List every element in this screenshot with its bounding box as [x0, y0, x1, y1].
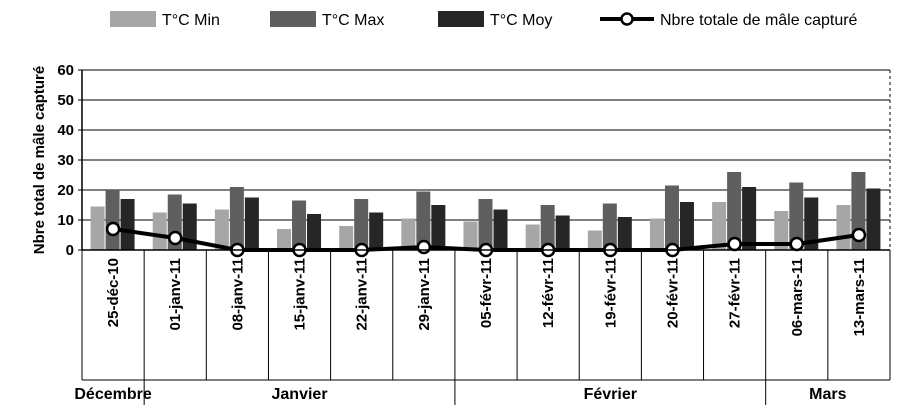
x-tick-label: 06-mars-11 [789, 258, 806, 336]
bar-tcmax [292, 200, 307, 250]
bar-tcmin [774, 211, 789, 250]
bar-tcmin [525, 224, 540, 250]
bar-tcmin [339, 226, 354, 250]
bar-tcmoy [431, 205, 446, 250]
capture-point [105, 221, 121, 237]
bar-tcmoy [369, 212, 384, 250]
legend-label: T°C Min [162, 12, 220, 29]
bar-tcmax [727, 172, 742, 250]
x-tick-label: 25-déc-10 [105, 258, 122, 327]
bar-tcmax [664, 185, 679, 250]
bar-tcmin [649, 218, 664, 250]
bar-tcmax [416, 191, 431, 250]
x-tick-label: 13-mars-11 [851, 258, 868, 336]
capture-point [727, 236, 742, 252]
legend-label: T°C Moy [490, 12, 552, 29]
bar-tcmoy [742, 187, 757, 250]
legend-swatch [110, 11, 156, 27]
x-tick-label: 08-janv-11 [229, 258, 246, 331]
x-tick-label: 19-févr-11 [602, 258, 619, 328]
y-tick-label: 60 [57, 62, 74, 79]
legend: T°C Min T°C Max T°C Moy Nbre totale de mâle… [110, 11, 858, 29]
bar-tcmoy [120, 199, 135, 250]
bar-tcmoy [866, 188, 881, 250]
month-label: Décembre [74, 386, 151, 403]
x-axis: 25-déc-10 01-janv-11 08-janv-11 15-janv-11 2… [74, 249, 891, 405]
y-tick-label: 40 [57, 122, 74, 139]
bar-tcmin [587, 230, 602, 250]
x-tick-label: 22-janv-11 [354, 258, 371, 331]
capture-point [851, 227, 867, 243]
bar-tcmoy [555, 215, 570, 250]
x-tick-label: 12-févr-11 [540, 258, 557, 328]
bar-tcmax [229, 187, 244, 250]
bar-tcmoy [307, 214, 322, 250]
bar-tcmin [152, 212, 167, 250]
month-label: Février [584, 386, 637, 403]
y-tick-label: 30 [57, 152, 74, 169]
bar-tcmax [540, 205, 555, 250]
y-tick-label: 20 [57, 182, 74, 199]
bar-tcmin [712, 202, 727, 250]
bar-tcmin [277, 229, 292, 250]
capture-point [167, 230, 183, 246]
x-tick-label: 15-janv-11 [292, 258, 309, 331]
month-label: Janvier [272, 386, 328, 403]
bar-tcmin [836, 205, 851, 250]
bar-tcmin [214, 209, 229, 250]
bar-tcmax [789, 182, 804, 250]
x-tick-label: 01-janv-11 [167, 258, 184, 331]
x-tick-label: 29-janv-11 [416, 258, 433, 331]
legend-swatch [438, 11, 484, 27]
bar-tcmoy [679, 202, 694, 250]
x-tick-label: 05-févr-11 [478, 258, 495, 328]
capture-point [416, 239, 432, 255]
y-tick-label: 0 [66, 242, 74, 259]
legend-marker [620, 12, 634, 26]
bar-tcmax [105, 190, 120, 250]
x-tick-label: 27-févr-11 [727, 258, 744, 328]
bar-tcmax [478, 199, 493, 250]
bar-tcmax [354, 199, 369, 250]
legend-label: T°C Max [322, 12, 384, 29]
y-tick-label: 50 [57, 92, 74, 109]
month-label: Mars [809, 386, 846, 403]
capture-point [789, 236, 805, 252]
bar-tcmoy [493, 209, 508, 250]
x-tick-label: 20-févr-11 [664, 258, 681, 328]
bars [90, 172, 881, 250]
bar-tcmoy [244, 197, 259, 250]
bar-tcmin [401, 218, 416, 250]
bar-tcmoy [804, 197, 819, 250]
bar-tcmin [90, 206, 105, 250]
y-axis-ticks: 0 10 20 30 40 50 60 [57, 62, 82, 259]
bar-tcmax [602, 203, 617, 250]
legend-swatch [270, 11, 316, 27]
legend-label: Nbre totale de mâle capturé [660, 12, 858, 29]
y-axis-label: Nbre total de mâle capturé [31, 66, 48, 254]
y-tick-label: 10 [57, 212, 74, 229]
bar-tcmoy [617, 217, 632, 250]
bar-tcmin [463, 221, 478, 250]
